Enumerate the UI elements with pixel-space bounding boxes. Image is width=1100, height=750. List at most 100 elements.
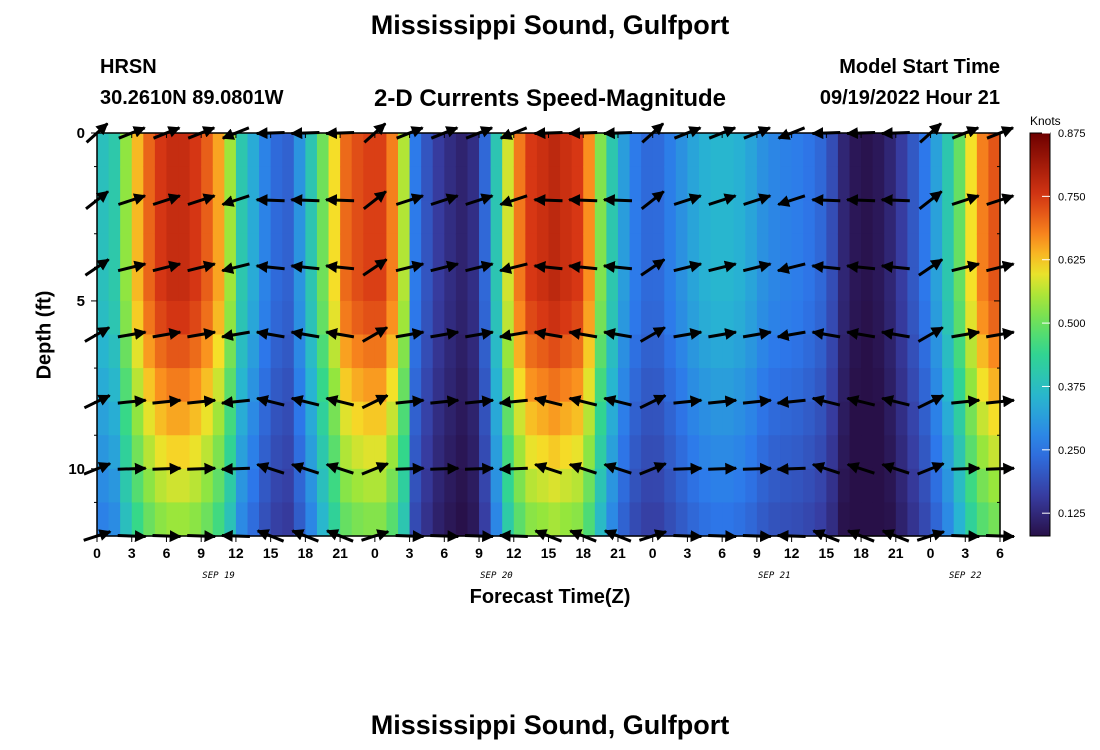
heatmap-cell — [131, 435, 144, 470]
heatmap-cell — [699, 200, 712, 235]
heatmap-cell — [455, 267, 469, 302]
heatmap-cell — [571, 334, 584, 369]
heatmap-cell — [942, 368, 955, 403]
heatmap-cell — [316, 502, 330, 537]
heatmap-cell — [942, 468, 955, 504]
heatmap-cell — [733, 300, 746, 336]
heatmap-cell — [490, 200, 503, 235]
heatmap-cell — [259, 300, 272, 336]
heatmap-cell — [756, 133, 770, 168]
heatmap-cell — [583, 166, 596, 201]
x-tick-label: 12 — [506, 545, 522, 561]
current-vector-arrow — [255, 395, 285, 407]
heatmap-cell — [837, 300, 851, 336]
heatmap-cell — [768, 166, 781, 201]
current-vector-arrow — [881, 462, 910, 475]
heatmap-cell — [664, 435, 677, 470]
heatmap-cell — [780, 133, 793, 168]
heatmap-cell — [560, 200, 573, 235]
heatmap-cell — [594, 133, 607, 168]
heatmap-cell — [108, 334, 121, 369]
heatmap-cell — [953, 401, 966, 436]
heatmap-cell — [548, 468, 561, 504]
heatmap-cell — [131, 401, 144, 436]
heatmap-cell — [305, 368, 318, 403]
heatmap-cell — [629, 502, 642, 537]
heatmap-cell — [97, 435, 110, 470]
heatmap-cell — [131, 267, 144, 302]
current-vector-arrow — [117, 328, 147, 340]
heatmap-cell — [536, 368, 550, 403]
heatmap-cell — [467, 233, 480, 268]
colorbar: 0.875 0.750 0.625 0.500 0.375 0.250 0.125 — [1029, 128, 1086, 537]
heatmap-cell — [467, 334, 480, 369]
current-vector-arrow — [951, 193, 980, 206]
heatmap-cell — [479, 468, 492, 504]
heatmap-cell — [536, 334, 550, 369]
heatmap-cell — [560, 368, 573, 403]
heatmap-cell — [652, 133, 665, 168]
heatmap-cell — [340, 334, 353, 369]
heatmap-cell — [154, 401, 168, 436]
heatmap-cell — [154, 200, 168, 235]
heatmap-cell — [733, 233, 746, 268]
heatmap-cell — [120, 200, 133, 235]
heatmap-cell — [490, 166, 503, 201]
heatmap-cell — [768, 435, 781, 470]
heatmap-cell — [340, 468, 353, 504]
heatmap-cell — [664, 267, 677, 302]
heatmap-cell — [699, 267, 712, 302]
heatmap-cell — [120, 133, 133, 168]
heatmap-cell — [467, 267, 480, 302]
heatmap-cell — [421, 334, 434, 369]
heatmap-cell — [328, 233, 341, 268]
heatmap-cell — [872, 502, 885, 537]
heatmap-cell — [224, 502, 237, 537]
heatmap-cell — [502, 300, 515, 336]
x-tick-label: 6 — [718, 545, 726, 561]
heatmap-cell — [131, 233, 144, 268]
heatmap-cell — [235, 502, 249, 537]
heatmap-cell — [803, 133, 816, 168]
current-vector-arrow — [465, 193, 494, 206]
heatmap-cell — [768, 468, 781, 504]
heatmap-cell — [722, 267, 735, 302]
heatmap-cell — [780, 401, 793, 436]
heatmap-cell — [861, 166, 874, 201]
heatmap-cell — [525, 401, 538, 436]
heatmap-cell — [710, 502, 723, 537]
heatmap-cell — [895, 166, 908, 201]
heatmap-cell — [710, 133, 723, 168]
heatmap-cell — [235, 334, 249, 369]
heatmap-cell — [189, 401, 202, 436]
heatmap-cell — [548, 300, 561, 336]
heatmap-cell — [224, 401, 237, 436]
current-vector-arrow — [220, 396, 250, 408]
heatmap-cell — [826, 133, 839, 168]
heatmap-cell — [571, 468, 584, 504]
heatmap-cell — [467, 401, 480, 436]
x-tick-label: 18 — [853, 545, 869, 561]
heatmap-cell — [351, 233, 364, 268]
heatmap-cell — [293, 300, 306, 336]
heatmap-cell — [409, 468, 422, 504]
heatmap-cell — [259, 468, 272, 504]
current-vector-arrow — [430, 260, 460, 273]
current-vector-arrow — [221, 262, 250, 274]
heatmap-cell — [699, 401, 712, 436]
current-vector-arrow — [187, 193, 216, 206]
heatmap-cell — [525, 166, 538, 201]
heatmap-cell — [745, 233, 758, 268]
heatmap-cell — [803, 502, 816, 537]
heatmap-cell — [270, 267, 283, 302]
x-tick-label: 6 — [163, 545, 171, 561]
heatmap-cell — [513, 502, 526, 537]
heatmap-cell — [502, 166, 515, 201]
heatmap-cell — [594, 368, 607, 403]
current-vector-arrow — [640, 190, 665, 210]
heatmap-cell — [756, 435, 770, 470]
heatmap-cell — [421, 133, 434, 168]
heatmap-cell — [467, 133, 480, 168]
heatmap-cell — [629, 401, 642, 436]
heatmap-cell — [918, 502, 932, 537]
